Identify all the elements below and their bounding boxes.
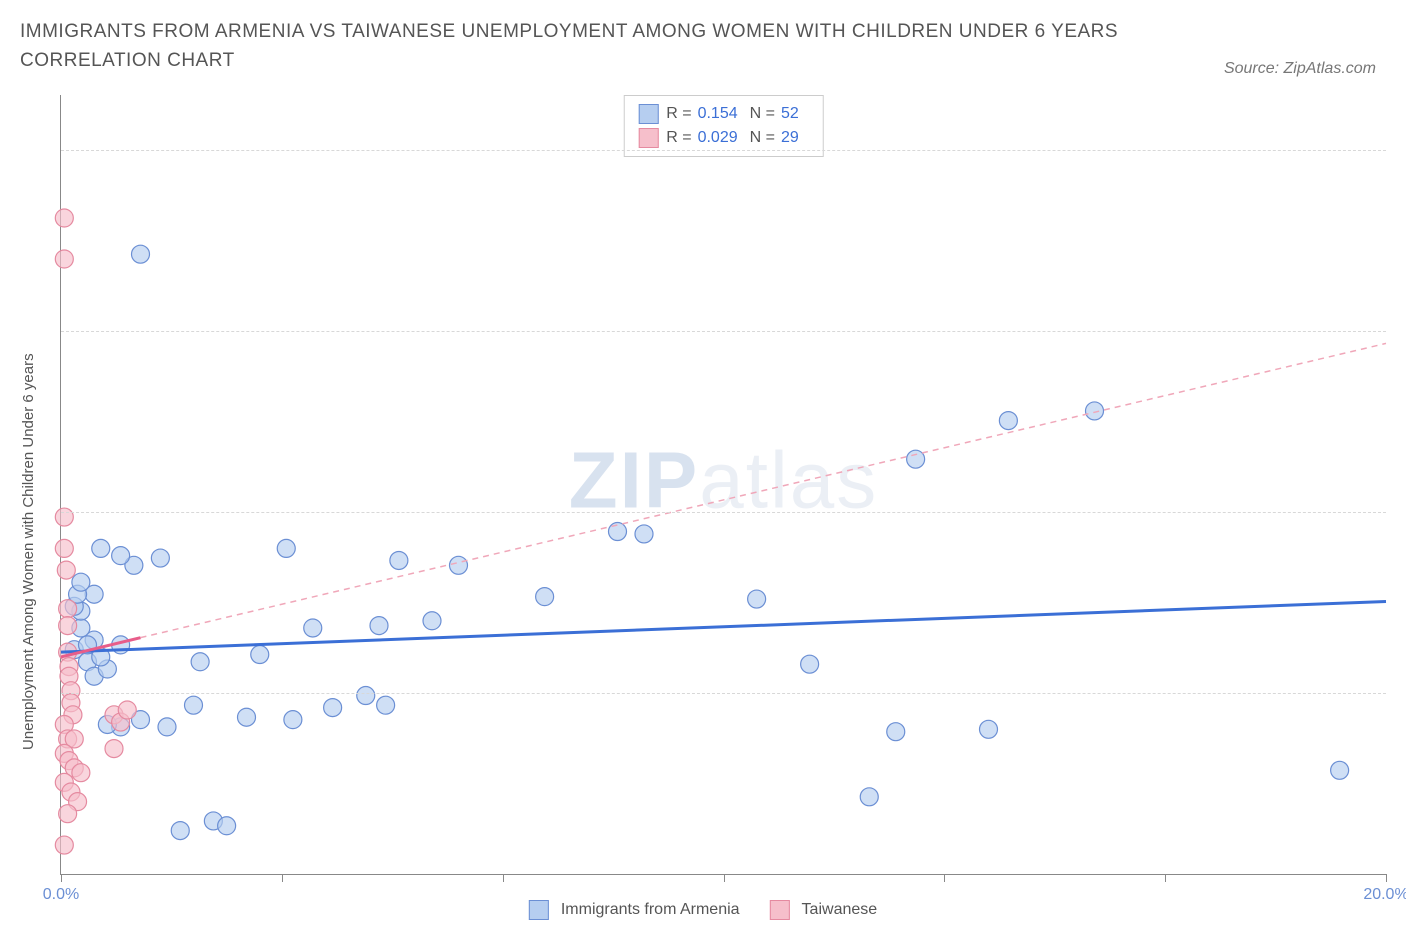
scatter-point (980, 720, 998, 738)
y-tick-label: 15.0% (1394, 503, 1406, 521)
scatter-point (801, 655, 819, 673)
x-tick (503, 874, 504, 882)
r-label: R = (666, 126, 691, 150)
scatter-point (191, 653, 209, 671)
scatter-point (132, 245, 150, 263)
y-axis-label: Unemployment Among Women with Children U… (20, 353, 37, 750)
scatter-point (72, 573, 90, 591)
scatter-point (277, 539, 295, 557)
legend-item: Immigrants from Armenia (529, 900, 740, 920)
x-tick (282, 874, 283, 882)
scatter-point (112, 547, 130, 565)
legend-label: Immigrants from Armenia (561, 901, 740, 919)
legend-swatch (638, 128, 658, 148)
scatter-point (251, 646, 269, 664)
legend-swatch (770, 900, 790, 920)
y-tick-label: 30.0% (1394, 141, 1406, 159)
scatter-point (55, 250, 73, 268)
gridline (61, 512, 1386, 513)
gridline (61, 150, 1386, 151)
r-value: 0.154 (698, 102, 738, 126)
scatter-point (999, 412, 1017, 430)
legend-row: R = 0.029 N = 29 (638, 126, 809, 150)
scatter-point (55, 836, 73, 854)
scatter-point (609, 523, 627, 541)
scatter-point (57, 561, 75, 579)
legend-label: Taiwanese (802, 901, 878, 919)
scatter-point (185, 696, 203, 714)
scatter-svg (61, 95, 1386, 874)
x-tick-label: 0.0% (43, 886, 79, 904)
gridline (61, 331, 1386, 332)
scatter-point (450, 556, 468, 574)
legend-row: R = 0.154 N = 52 (638, 102, 809, 126)
series-legend: Immigrants from Armenia Taiwanese (529, 900, 877, 920)
scatter-point (635, 525, 653, 543)
x-tick (724, 874, 725, 882)
y-tick-label: 22.5% (1394, 322, 1406, 340)
scatter-point (59, 600, 77, 618)
scatter-point (390, 551, 408, 569)
n-label: N = (750, 102, 775, 126)
scatter-point (748, 590, 766, 608)
scatter-point (55, 508, 73, 526)
scatter-point (304, 619, 322, 637)
y-tick-label: 7.5% (1394, 684, 1406, 702)
scatter-point (151, 549, 169, 567)
legend-item: Taiwanese (770, 900, 878, 920)
scatter-point (1331, 761, 1349, 779)
n-label: N = (750, 126, 775, 150)
scatter-point (284, 711, 302, 729)
legend-swatch (529, 900, 549, 920)
scatter-point (59, 805, 77, 823)
r-value: 0.029 (698, 126, 738, 150)
x-tick (944, 874, 945, 882)
x-tick-label: 20.0% (1363, 886, 1406, 904)
scatter-point (92, 539, 110, 557)
r-label: R = (666, 102, 691, 126)
scatter-point (377, 696, 395, 714)
x-tick (1165, 874, 1166, 882)
scatter-point (536, 588, 554, 606)
correlation-legend: R = 0.154 N = 52 R = 0.029 N = 29 (623, 95, 824, 157)
scatter-point (324, 699, 342, 717)
scatter-point (370, 617, 388, 635)
n-value: 29 (781, 126, 799, 150)
legend-swatch (638, 104, 658, 124)
scatter-point (55, 209, 73, 227)
scatter-point (238, 708, 256, 726)
scatter-point (423, 612, 441, 630)
scatter-point (887, 723, 905, 741)
source-attribution: Source: ZipAtlas.com (1224, 60, 1376, 78)
scatter-point (72, 764, 90, 782)
scatter-point (59, 617, 77, 635)
scatter-point (55, 539, 73, 557)
scatter-point (105, 740, 123, 758)
n-value: 52 (781, 102, 799, 126)
scatter-point (860, 788, 878, 806)
scatter-point (118, 701, 136, 719)
scatter-point (907, 450, 925, 468)
chart-title: IMMIGRANTS FROM ARMENIA VS TAIWANESE UNE… (20, 18, 1140, 75)
scatter-point (218, 817, 236, 835)
chart-plot-area: ZIPatlas R = 0.154N = 52R = 0.029N = 29 … (60, 95, 1386, 875)
scatter-point (171, 822, 189, 840)
x-tick (1386, 874, 1387, 882)
scatter-point (1086, 402, 1104, 420)
scatter-point (158, 718, 176, 736)
gridline (61, 693, 1386, 694)
scatter-point (357, 687, 375, 705)
x-tick (61, 874, 62, 882)
